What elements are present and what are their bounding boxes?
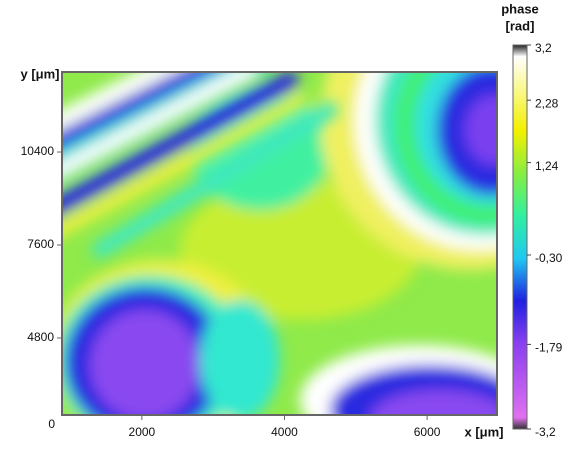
colorbar <box>512 44 528 430</box>
phase-field <box>62 72 497 415</box>
y-tick-label: 10400 <box>21 144 55 158</box>
x-axis-label: x [μm] <box>464 424 503 439</box>
colorbar-tick-label: -1,79 <box>535 341 563 355</box>
colorbar-title-1: phase <box>501 1 539 16</box>
y-tick-label: 4800 <box>27 330 54 344</box>
colorbar-tick-label: -3,2 <box>535 425 556 439</box>
colorbar-tick-label: 1,24 <box>535 159 559 173</box>
y-axis-label: y [μm] <box>20 66 59 81</box>
colorbar-title-2: [rad] <box>506 18 535 33</box>
plot-frame <box>61 71 498 416</box>
colorbar-tick-label: -0,30 <box>535 251 563 265</box>
origin-label: 0 <box>48 417 55 431</box>
y-tick-label: 7600 <box>27 237 54 251</box>
colorbar-tick-label: 3,2 <box>535 41 552 55</box>
x-tick-label: 4000 <box>271 425 298 439</box>
x-tick-label: 6000 <box>414 425 441 439</box>
colorbar-tick-label: 2,28 <box>535 96 559 110</box>
x-tick-label: 2000 <box>129 425 156 439</box>
